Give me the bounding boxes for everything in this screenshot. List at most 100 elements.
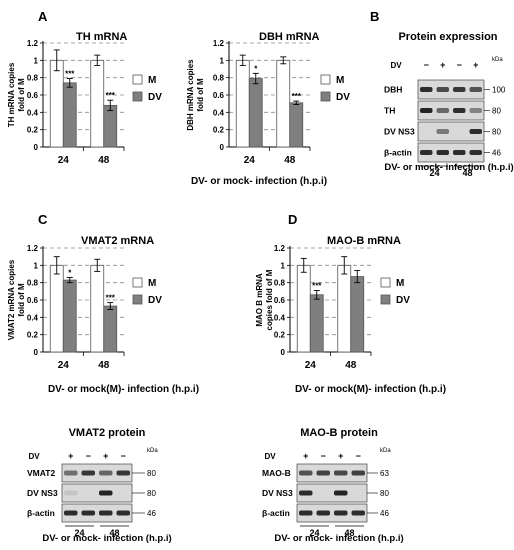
band	[351, 510, 365, 516]
timepoint-label: 24	[429, 168, 439, 178]
panel-letter-d: D	[288, 212, 297, 227]
band	[116, 510, 130, 516]
band	[420, 87, 433, 92]
timepoint-label: 24	[74, 528, 84, 538]
bar-dv-48	[103, 305, 118, 353]
bar-mock-24	[49, 59, 64, 148]
lane-row-label: DV	[28, 452, 40, 461]
blot-title: VMAT2 protein	[69, 427, 146, 439]
band	[299, 490, 313, 496]
x-axis-title: DV- or mock- infection (h.p.i)	[274, 533, 403, 544]
y-tick-label: 1.2	[27, 244, 39, 253]
y-axis-label: DBH mRNA copies	[186, 59, 195, 131]
x-tick-label: 24	[244, 155, 256, 166]
blot-row-label: MAO-B	[262, 468, 291, 478]
y-tick-label: 0	[220, 143, 225, 152]
y-tick-label: 1.2	[27, 39, 39, 48]
kda-marker: 46	[492, 149, 501, 158]
y-tick-label: 0.8	[27, 279, 39, 288]
legend-label: DV	[396, 295, 410, 306]
blot-vmat2_blot: VMAT2 protein kDa DV + − + − VMAT2 80 DV NS3 80 β-a…	[27, 427, 172, 544]
bar-dv-48	[103, 105, 118, 148]
band	[436, 150, 449, 155]
x-tick-label: 48	[345, 360, 357, 371]
band	[316, 470, 330, 476]
bar-dv-24	[309, 294, 324, 353]
lane-row-label: DV	[264, 452, 276, 461]
legend-swatch-mock	[320, 74, 331, 85]
band	[334, 510, 348, 516]
lane-sign: +	[338, 451, 343, 461]
significance-marker: *	[254, 64, 258, 73]
y-tick-label: 0.8	[274, 279, 286, 288]
band	[99, 510, 113, 516]
band	[351, 470, 365, 476]
y-tick-label: 0.4	[27, 108, 39, 117]
y-axis-label: TH mRNA copies	[7, 62, 16, 127]
legend-swatch-dv	[132, 294, 143, 305]
timepoint-label: 48	[109, 528, 119, 538]
band	[334, 470, 348, 476]
significance-marker: ***	[106, 91, 116, 100]
legend-label: DV	[148, 92, 162, 103]
blot-row-label: DV NS3	[27, 488, 58, 498]
chart-maob: MAO-B mRNA MAO B mRNA copies fold of M 0 0.2…	[255, 235, 446, 395]
y-axis-label: fold of M	[17, 283, 26, 317]
significance-marker: ***	[106, 294, 116, 303]
y-tick-label: 0.6	[213, 91, 225, 100]
timepoint-label: 24	[309, 528, 319, 538]
chart-dbh: DBH mRNA DBH mRNA copies fold of M 0 0.2 0.4 0…	[186, 31, 350, 166]
y-tick-label: 0.6	[274, 296, 286, 305]
legend-swatch-dv	[320, 91, 331, 102]
blot-row-label: β-actin	[262, 508, 290, 518]
kda-marker: 63	[380, 469, 389, 478]
bar-dv-24	[62, 82, 77, 148]
bar-mock-24	[49, 264, 64, 353]
panel-letter-b: B	[370, 9, 379, 24]
x-tick-label: 24	[58, 360, 70, 371]
x-axis-title: DV- or mock- infection (h.p.i)	[42, 533, 171, 544]
significance-marker: *	[68, 268, 72, 277]
legend-swatch-mock	[132, 277, 143, 288]
kda-unit: kDa	[380, 448, 391, 454]
y-tick-label: 0.2	[274, 331, 286, 340]
legend-label: M	[148, 75, 156, 86]
significance-marker: ***	[292, 92, 302, 101]
blot-row-label: DV NS3	[384, 127, 415, 137]
blot-row-label: β-actin	[27, 508, 55, 518]
x-tick-label: 48	[98, 360, 110, 371]
band	[453, 150, 466, 155]
kda-marker: 80	[147, 469, 156, 478]
y-tick-label: 0	[34, 143, 39, 152]
kda-marker: 46	[147, 509, 156, 518]
timepoint-label: 48	[462, 168, 472, 178]
y-tick-label: 0.6	[27, 91, 39, 100]
band	[469, 87, 482, 92]
legend-label: M	[396, 278, 404, 289]
bar-dv-48	[350, 276, 365, 353]
band	[99, 470, 113, 476]
band	[420, 150, 433, 155]
band	[469, 129, 482, 134]
band	[436, 129, 449, 134]
x-tick-label: 48	[284, 155, 296, 166]
y-tick-label: 1.2	[213, 39, 225, 48]
band	[64, 490, 78, 496]
lane-sign: −	[86, 451, 91, 461]
y-tick-label: 1.2	[274, 244, 286, 253]
lane-sign: −	[356, 451, 361, 461]
band	[316, 510, 330, 516]
y-tick-label: 1	[220, 56, 225, 65]
y-tick-label: 0.4	[274, 313, 286, 322]
blot-panel_b: Protein expression kDa DV − + − + DBH 100 TH 80 DV …	[384, 31, 514, 178]
lane-sign: −	[424, 60, 429, 70]
y-tick-label: 0	[34, 348, 39, 357]
y-tick-label: 0.2	[27, 331, 39, 340]
y-tick-label: 0.8	[213, 74, 225, 83]
chart-title: TH mRNA	[76, 31, 127, 43]
band	[299, 510, 313, 516]
bar-mock-48	[337, 264, 352, 353]
bar-mock-48	[90, 264, 105, 353]
bar-dv-24	[62, 279, 77, 353]
kda-unit: kDa	[492, 57, 503, 63]
